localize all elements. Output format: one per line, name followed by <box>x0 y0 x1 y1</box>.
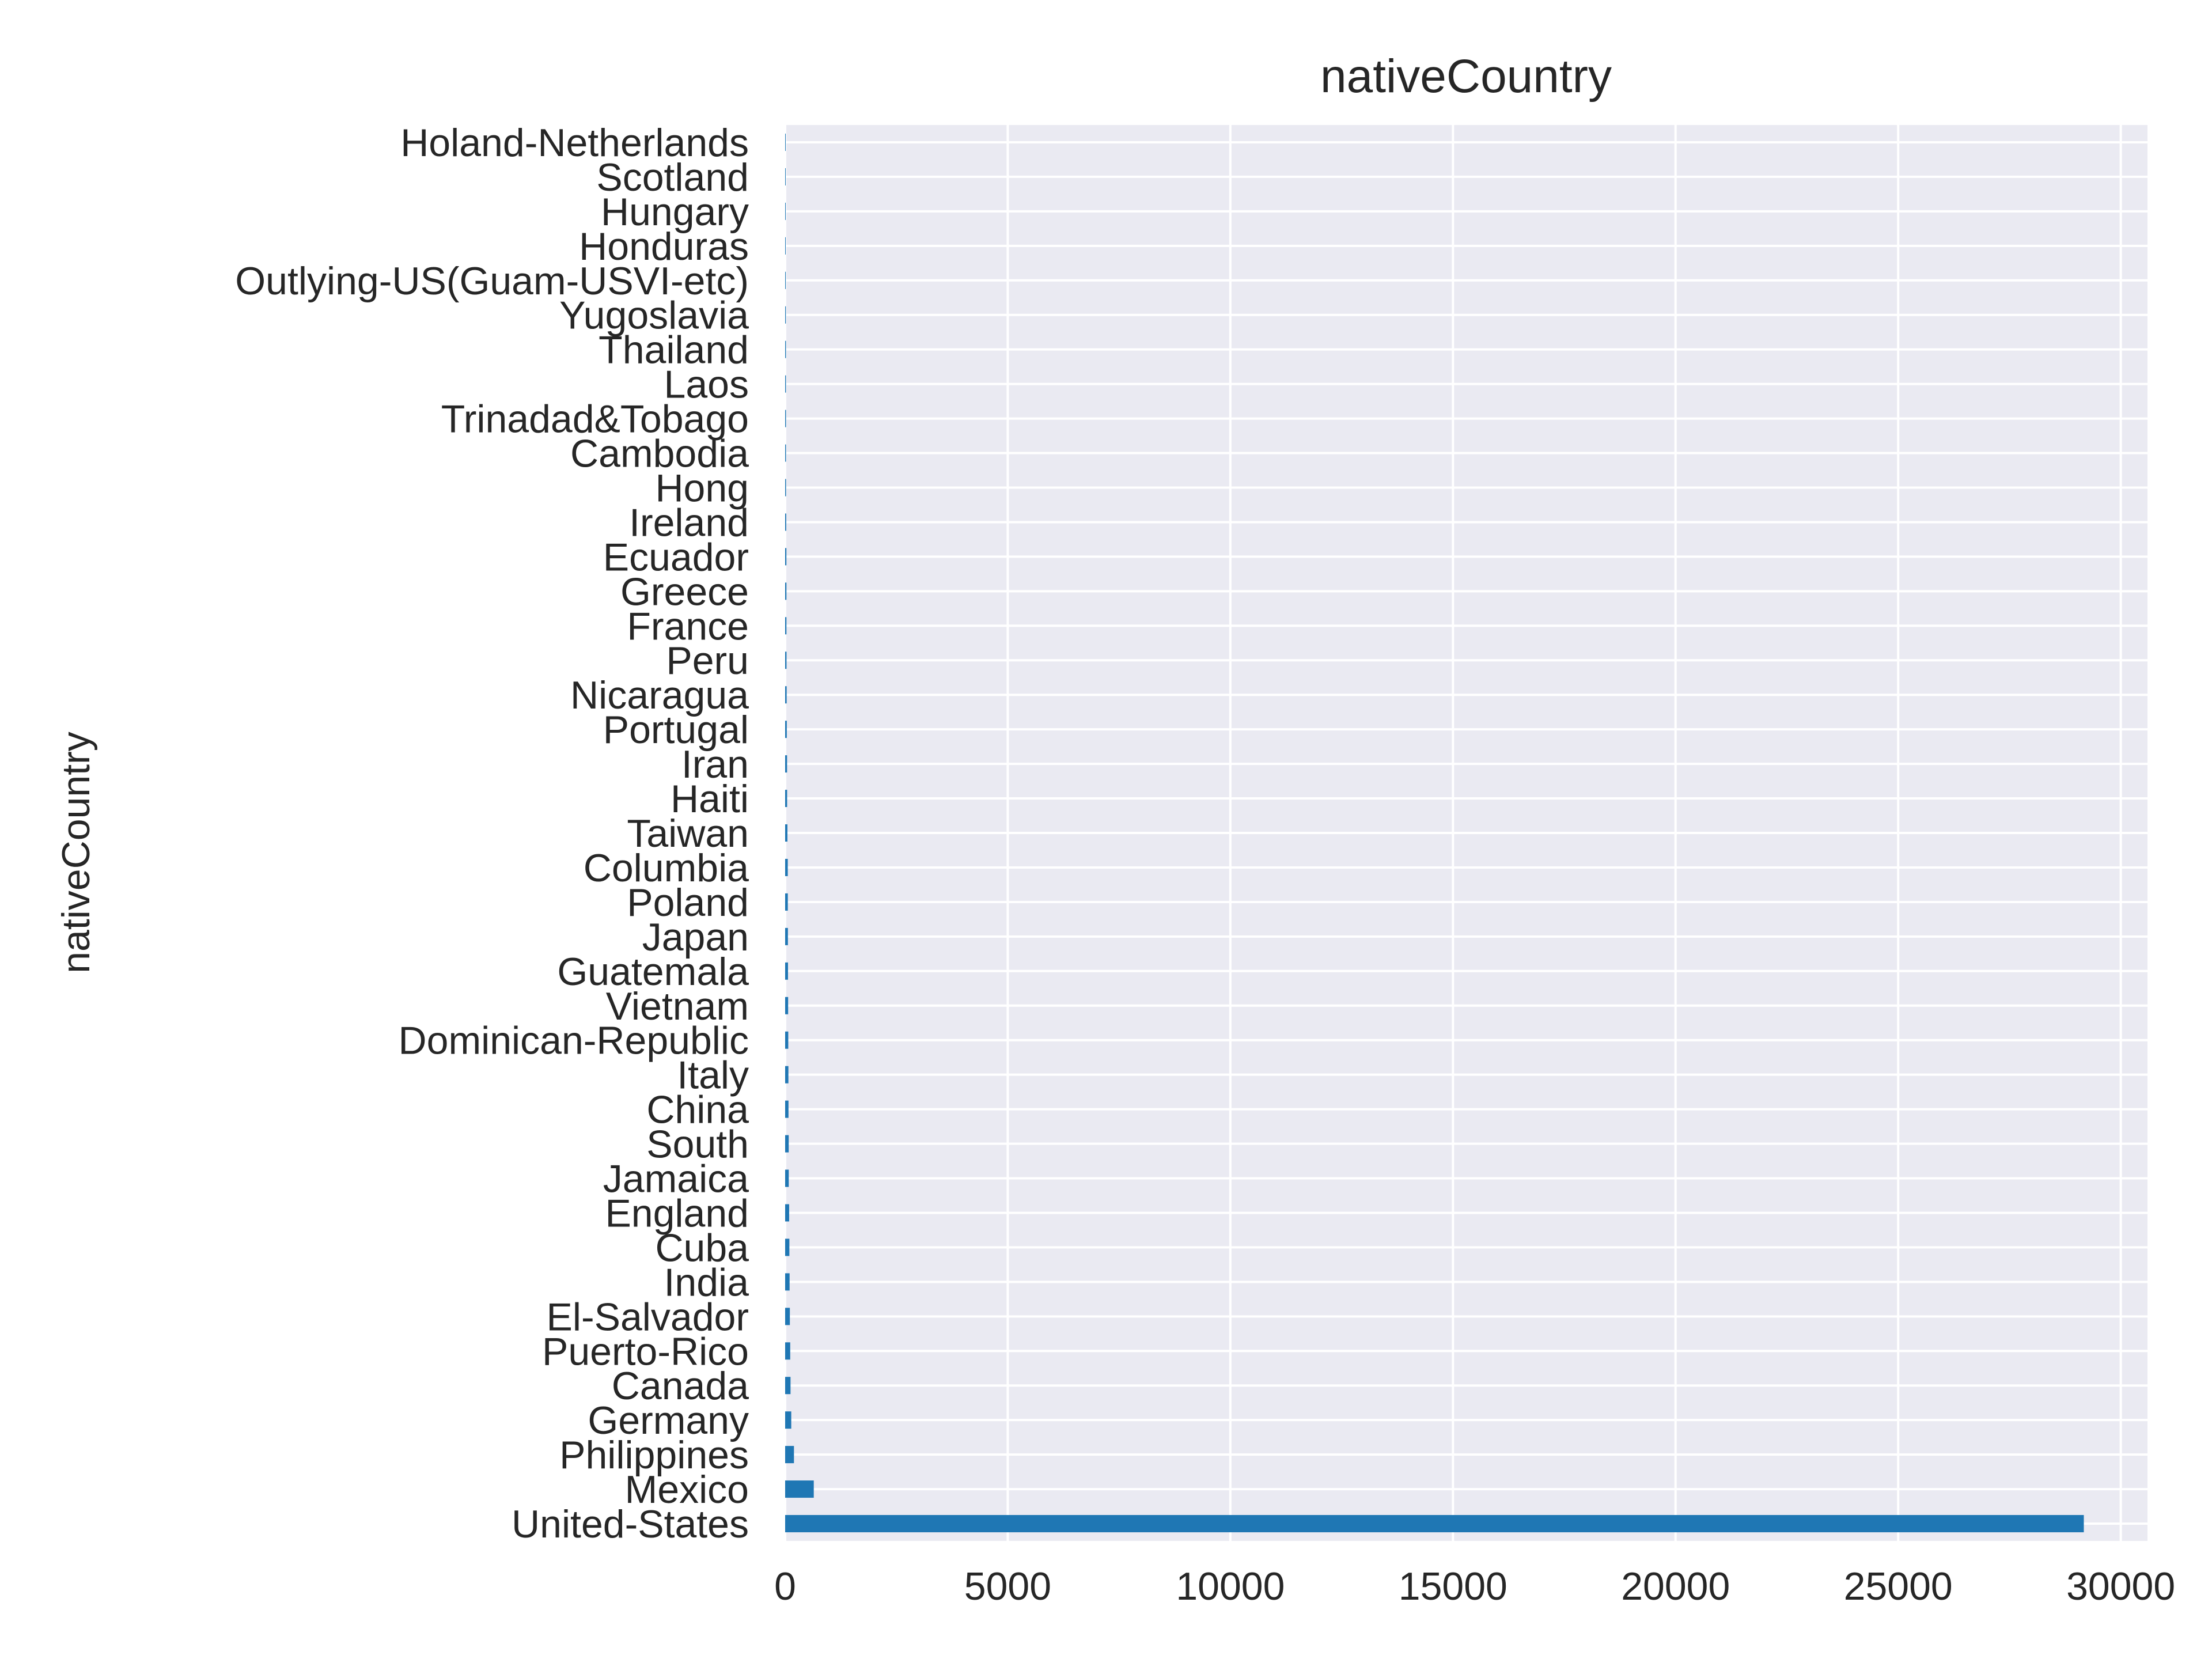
bar-holand-netherlands <box>785 133 786 151</box>
y-tick-label: Guatemala <box>557 950 749 994</box>
bar-thailand <box>785 340 786 358</box>
y-tick-label: Vietnam <box>606 984 749 1028</box>
bar-dominican-republic <box>785 1031 789 1049</box>
y-tick-label: El-Salvador <box>547 1295 749 1339</box>
y-tick-label: Columbia <box>584 846 749 890</box>
bar-italy <box>785 1066 789 1084</box>
y-tick-label: Ecuador <box>603 535 749 579</box>
bar-hungary <box>785 202 786 220</box>
bar-cambodia <box>785 444 786 462</box>
y-tick-label: United-States <box>512 1502 749 1546</box>
x-tick-label: 30000 <box>2066 1565 2175 1608</box>
y-tick-label: Ireland <box>629 501 749 544</box>
x-tick-label: 5000 <box>964 1565 1051 1608</box>
bar-japan <box>785 927 788 945</box>
bar-greece <box>785 582 787 600</box>
y-tick-label: France <box>627 604 749 648</box>
bar-haiti <box>785 790 787 808</box>
bar-taiwan <box>785 824 787 842</box>
bar-mexico <box>785 1480 814 1498</box>
x-tick-label: 0 <box>774 1565 796 1608</box>
bar-outlying-us-guam-usvi-etc- <box>785 271 786 289</box>
y-tick-label: Honduras <box>579 225 749 268</box>
y-tick-label: Japan <box>642 915 749 959</box>
y-tick-label: Greece <box>620 570 749 613</box>
y-tick-label: Dominican-Republic <box>399 1019 749 1063</box>
bar-jamaica <box>785 1169 789 1187</box>
bar-germany <box>785 1411 791 1429</box>
bar-trinadad-tobago <box>785 410 786 427</box>
bar-puerto-rico <box>785 1342 790 1360</box>
bar-philippines <box>785 1446 794 1464</box>
x-tick-label: 10000 <box>1176 1565 1285 1608</box>
y-tick-label: England <box>605 1191 749 1235</box>
y-tick-label: Haiti <box>671 777 749 821</box>
bar-iran <box>785 755 787 773</box>
bar-nicaragua <box>785 686 787 704</box>
bar-canada <box>785 1377 791 1395</box>
x-tick-labels: 0 5000 10000 15000 20000 25000 30000 <box>774 1565 2175 1608</box>
bar-peru <box>785 652 787 669</box>
bar-cuba <box>785 1238 790 1256</box>
bar-laos <box>785 375 786 393</box>
bars <box>785 133 2084 1533</box>
bar-ecuador <box>785 548 787 566</box>
chart-title: nativeCountry <box>1320 50 1612 103</box>
y-tick-label: Mexico <box>625 1468 749 1512</box>
bar-guatemala <box>785 962 788 980</box>
y-tick-labels: United-StatesMexicoPhilippinesGermanyCan… <box>235 121 749 1546</box>
bar-england <box>785 1204 789 1222</box>
y-tick-label: South <box>646 1123 749 1166</box>
y-tick-label: Philippines <box>559 1433 749 1477</box>
y-tick-label: Outlying-US(Guam-USVI-etc) <box>235 259 749 303</box>
y-tick-label: Holand-Netherlands <box>400 121 749 165</box>
y-tick-label: Taiwan <box>627 812 749 855</box>
y-tick-label: Laos <box>664 363 749 407</box>
y-axis-label: nativeCountry <box>54 732 98 974</box>
y-tick-label: Canada <box>612 1364 749 1408</box>
y-tick-label: Germany <box>588 1399 749 1442</box>
y-tick-label: Poland <box>627 881 749 925</box>
bar-scotland <box>785 168 786 185</box>
bar-el-salvador <box>785 1308 790 1325</box>
bar-south <box>785 1135 789 1153</box>
bar-columbia <box>785 858 788 876</box>
y-tick-label: Hungary <box>601 190 749 234</box>
y-tick-label: Cuba <box>655 1226 749 1270</box>
x-tick-label: 20000 <box>1621 1565 1730 1608</box>
x-tick-label: 25000 <box>1844 1565 1953 1608</box>
bar-poland <box>785 893 788 911</box>
y-tick-label: Nicaragua <box>570 673 749 717</box>
y-tick-label: Yugoslavia <box>559 294 749 338</box>
y-tick-label: China <box>646 1088 749 1132</box>
bar-france <box>785 617 787 635</box>
y-tick-label: Portugal <box>603 708 749 752</box>
bar-india <box>785 1273 790 1291</box>
y-tick-label: Italy <box>677 1054 749 1097</box>
y-tick-label: Peru <box>666 639 749 683</box>
y-tick-label: Cambodia <box>570 432 749 476</box>
y-tick-label: Iran <box>681 743 749 786</box>
bar-portugal <box>785 721 787 738</box>
bar-honduras <box>785 237 786 255</box>
y-tick-label: Scotland <box>596 156 749 199</box>
bar-vietnam <box>785 997 789 1014</box>
y-tick-label: Thailand <box>599 328 749 372</box>
y-tick-label: Puerto-Rico <box>542 1330 749 1373</box>
y-tick-label: Jamaica <box>603 1157 749 1201</box>
y-tick-label: India <box>664 1260 749 1304</box>
bar-china <box>785 1100 789 1118</box>
bar-yugoslavia <box>785 306 786 324</box>
bar-united-states <box>785 1515 2084 1533</box>
y-tick-label: Hong <box>655 466 749 510</box>
bar-ireland <box>785 513 786 531</box>
y-tick-label: Trinadad&Tobago <box>441 397 749 441</box>
x-tick-label: 15000 <box>1399 1565 1508 1608</box>
bar-hong <box>785 479 786 497</box>
